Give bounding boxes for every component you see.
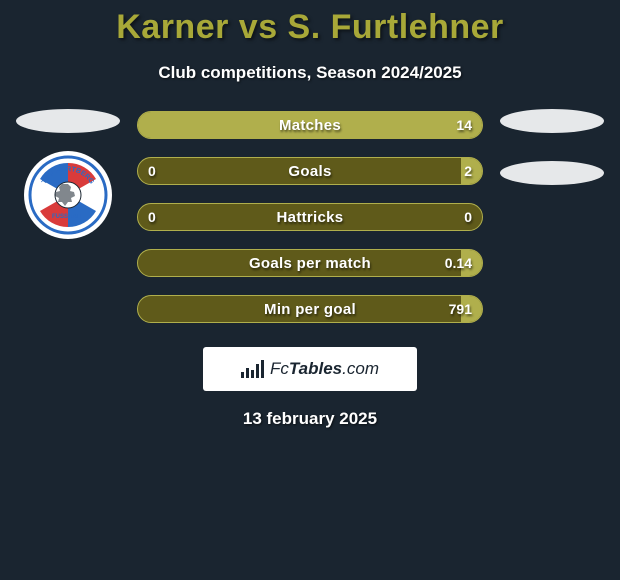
bar-chart-icon [241,360,264,378]
attrib-suffix: .com [342,359,379,378]
page-title: Karner vs S. Furtlehner [0,0,620,47]
attribution-box: FcTables.com [203,347,417,391]
stat-bars: Matches 14 0 Goals 2 0 Hattricks 0 Goals… [137,111,483,323]
left-player-column: TSV HARTBERG FUSSBALL [8,109,128,239]
attribution-text: FcTables.com [270,359,379,379]
right-club-ellipse [500,161,604,185]
stat-label: Goals [138,158,482,184]
stat-bar-hattricks: 0 Hattricks 0 [137,203,483,231]
stat-value-left: 0 [148,158,156,184]
comparison-stage: TSV HARTBERG FUSSBALL Matches 14 0 Goals… [0,111,620,323]
stat-value-left: 0 [148,204,156,230]
stat-value-right: 0 [464,204,472,230]
stat-value-right: 0.14 [445,250,472,276]
left-club-badge: TSV HARTBERG FUSSBALL [24,151,112,239]
attrib-prefix: Fc [270,359,289,378]
stat-label: Goals per match [138,250,482,276]
stat-bar-min-per-goal: Min per goal 791 [137,295,483,323]
stat-label: Hattricks [138,204,482,230]
stat-label: Min per goal [138,296,482,322]
stat-value-right: 791 [449,296,472,322]
stat-value-right: 14 [456,112,472,138]
stat-bar-goals-per-match: Goals per match 0.14 [137,249,483,277]
stat-value-right: 2 [464,158,472,184]
right-player-column [492,109,612,185]
stat-bar-goals: 0 Goals 2 [137,157,483,185]
date-line: 13 february 2025 [0,409,620,429]
stat-bar-matches: Matches 14 [137,111,483,139]
subtitle: Club competitions, Season 2024/2025 [0,63,620,83]
right-player-ellipse [500,109,604,133]
attrib-bold: Tables [289,359,342,378]
attribution: FcTables.com [241,359,379,379]
stat-label: Matches [138,112,482,138]
svg-text:FUSSBALL: FUSSBALL [52,214,84,220]
left-player-ellipse [16,109,120,133]
club-badge-svg: TSV HARTBERG FUSSBALL [28,155,108,235]
